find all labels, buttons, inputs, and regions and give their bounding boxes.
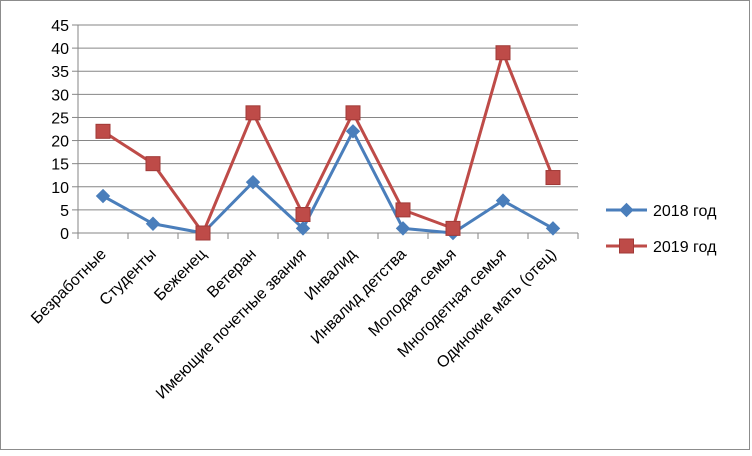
data-point-square (495, 45, 511, 61)
data-point-square (619, 238, 634, 254)
data-point-square (395, 202, 411, 218)
data-point-square (345, 105, 361, 121)
series-line (102, 129, 554, 235)
data-point-diamond (619, 202, 634, 218)
data-point-diamond (295, 221, 311, 236)
data-point-diamond (545, 221, 561, 236)
x-category-label: Беженец (151, 246, 209, 304)
legend-entry: 2018 год (606, 202, 717, 220)
legend-label: 2019 год (653, 239, 717, 256)
x-category-label: Инвалид детства (308, 246, 410, 348)
y-tick-label: 0 (60, 226, 69, 243)
series-2 (95, 45, 561, 241)
x-category-label: Молодая семья (366, 246, 460, 340)
y-tick-label: 30 (51, 87, 69, 104)
data-point-square (195, 225, 211, 241)
y-tick-label: 25 (51, 110, 69, 127)
y-axis-tick-labels: 0 5 10 15 20 25 30 35 40 45 (51, 18, 69, 243)
data-point-square (445, 220, 461, 236)
y-tick-label: 10 (51, 180, 69, 197)
data-point-diamond (345, 124, 361, 139)
series-line (102, 51, 555, 235)
data-point-square (545, 170, 561, 186)
legend-label: 2018 год (653, 203, 717, 220)
data-point-square (145, 156, 161, 172)
gridlines (78, 24, 578, 211)
axes (72, 24, 579, 239)
y-tick-label: 15 (51, 157, 69, 174)
data-point-square (295, 207, 311, 223)
x-axis-category-labels: БезработныеСтудентыБеженецВетеранИмеющие… (28, 245, 560, 402)
data-point-diamond (395, 221, 411, 236)
y-tick-label: 45 (51, 18, 69, 35)
data-point-diamond (245, 174, 261, 190)
data-point-diamond (95, 188, 111, 204)
y-tick-label: 35 (51, 64, 69, 81)
y-tick-label: 5 (60, 203, 69, 220)
data-point-diamond (145, 216, 161, 231)
legend-entry: 2019 год (606, 238, 717, 256)
data-point-square (95, 123, 111, 139)
legend: 2018 год 2019 год (606, 202, 717, 256)
data-point-diamond (495, 193, 511, 208)
data-series (95, 45, 561, 241)
x-category-label: Безработные (28, 246, 110, 328)
data-point-square (245, 105, 261, 121)
y-tick-label: 20 (51, 134, 69, 151)
y-tick-label: 40 (51, 41, 69, 58)
